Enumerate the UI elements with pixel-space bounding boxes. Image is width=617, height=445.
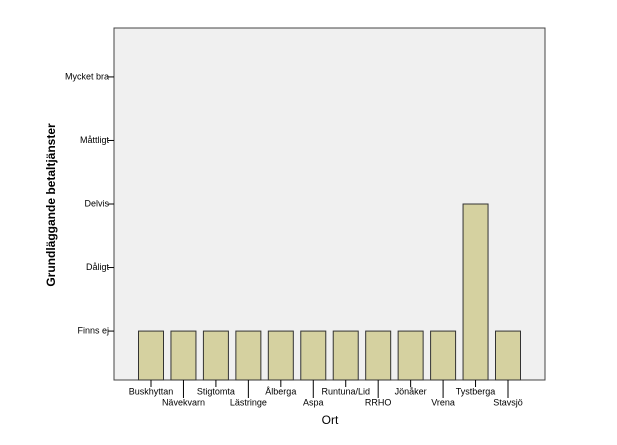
x-tick-label: Jönåker xyxy=(395,386,427,396)
x-tick-label: Stavsjö xyxy=(493,397,523,407)
x-tick-label: Lästringe xyxy=(230,397,267,407)
x-tick-label: Stigtomta xyxy=(197,386,235,396)
y-tick-label: Dåligt xyxy=(86,262,110,272)
bar xyxy=(235,330,262,381)
x-tick-label: Aspa xyxy=(303,397,324,407)
y-tick-label: Måttligt xyxy=(80,135,110,145)
x-tick-label: RRHO xyxy=(365,397,392,407)
bar xyxy=(300,330,327,381)
x-tick-label: Vrena xyxy=(431,397,455,407)
x-tick-label: Nävekvarn xyxy=(162,397,205,407)
bar xyxy=(170,330,197,381)
y-tick-label: Delvis xyxy=(84,198,109,208)
bar xyxy=(332,330,359,381)
y-tick-label: Mycket bra xyxy=(65,71,109,81)
bar xyxy=(462,203,489,381)
bar xyxy=(267,330,294,381)
bar xyxy=(202,330,229,381)
bar xyxy=(365,330,392,381)
x-tick-label: Runtuna/Lid xyxy=(321,386,370,396)
x-tick-label: Ålberga xyxy=(265,386,296,396)
y-axis-title: Grundläggande betaltjänster xyxy=(44,123,58,287)
bar xyxy=(397,330,424,381)
x-tick-label: Tystberga xyxy=(456,386,496,396)
bar xyxy=(138,330,164,381)
x-axis-title: Ort xyxy=(322,413,339,427)
bar xyxy=(495,330,521,381)
x-tick-label: Buskhyttan xyxy=(129,386,174,396)
y-tick-label: Finns ej xyxy=(77,325,109,335)
bar xyxy=(430,330,457,381)
